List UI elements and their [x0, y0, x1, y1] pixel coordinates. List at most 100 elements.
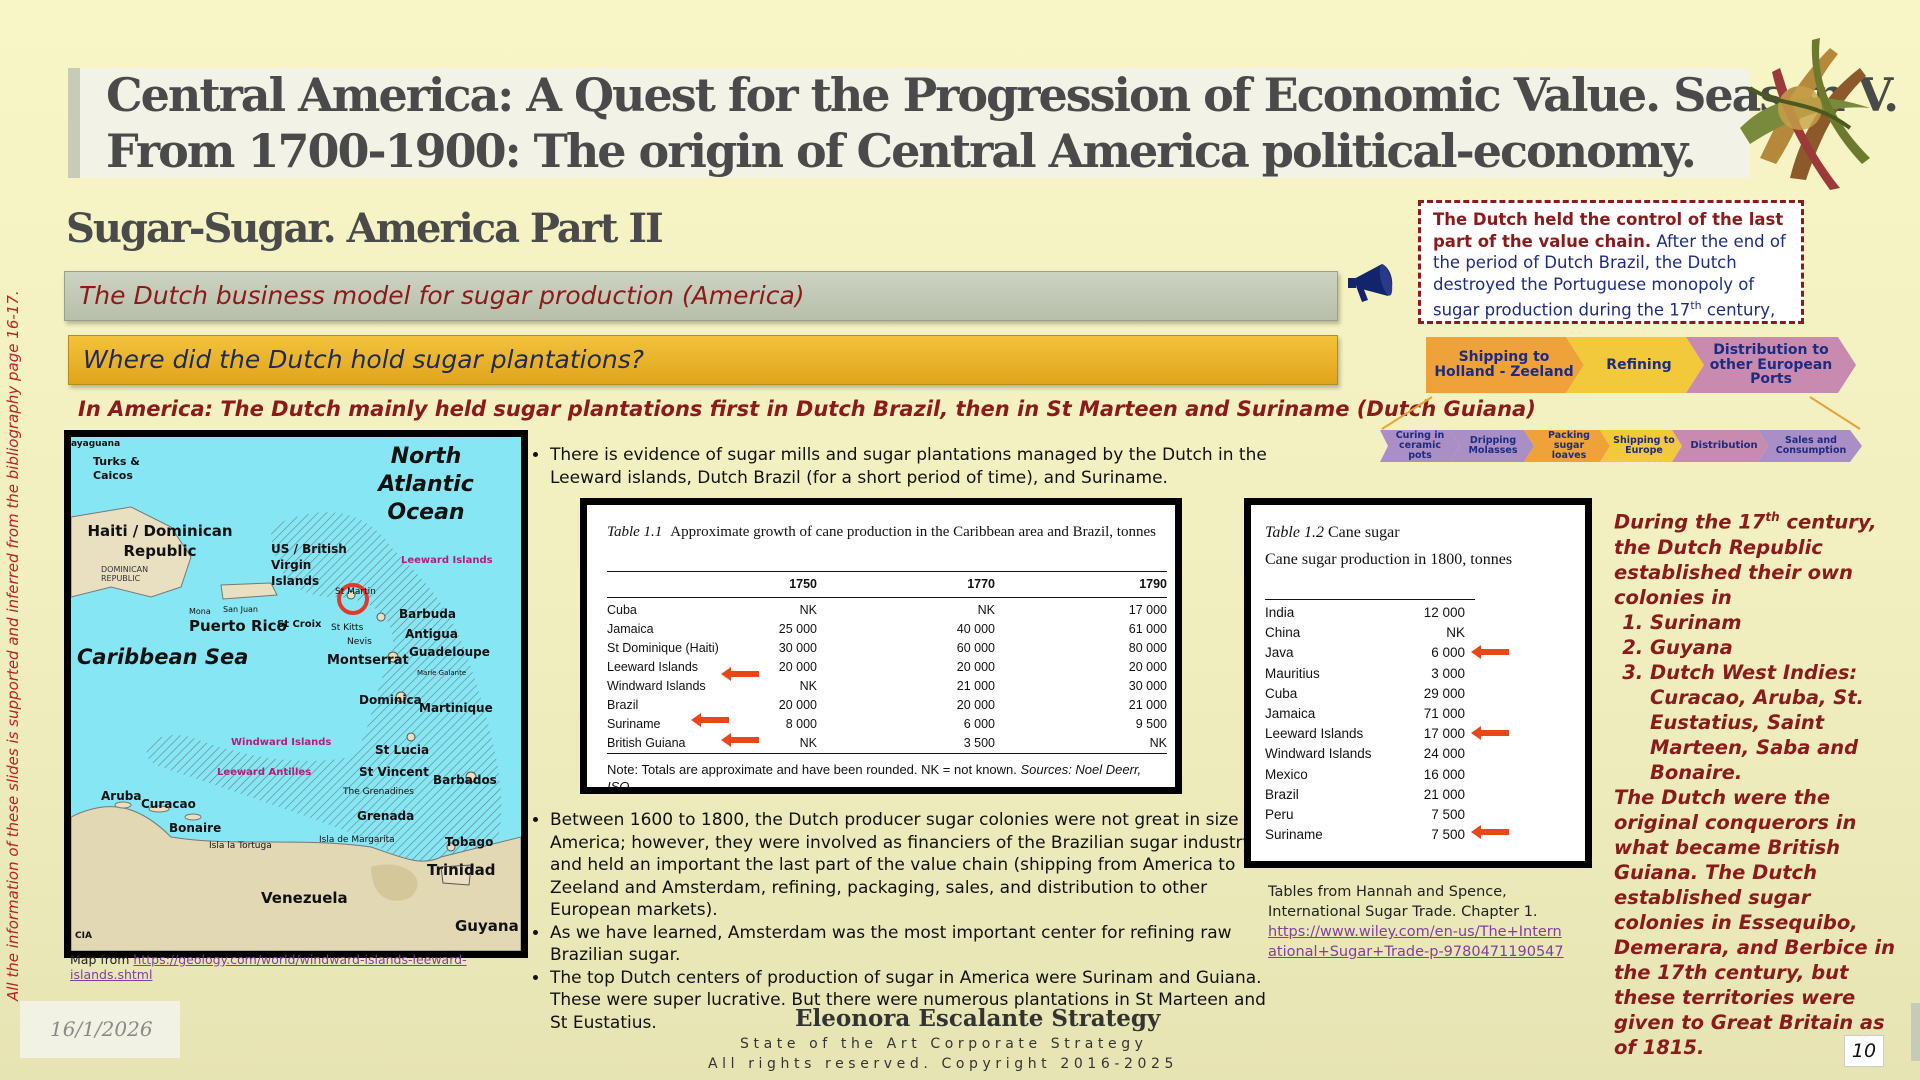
- table1-cell: Suriname: [607, 717, 661, 731]
- table1-note: Note: Totals are approximate and have be…: [607, 761, 1167, 787]
- table1-cell: Cuba: [607, 603, 637, 617]
- table-credit: Tables from Hannah and Spence, Internati…: [1268, 882, 1568, 962]
- bullet-item: The top Dutch centers of production of s…: [550, 967, 1270, 1035]
- table1-cell: Brazil: [607, 698, 639, 712]
- sugar-cane-illustration: [1740, 38, 1870, 190]
- map-label-virgin: US / British Virgin Islands: [271, 542, 347, 588]
- question-band-text: Where did the Dutch hold sugar plantatio…: [83, 345, 645, 374]
- table-cane-growth: Table 1.1 Approximate growth of cane prod…: [580, 498, 1182, 794]
- table1-cell: 21 000: [1128, 698, 1167, 712]
- table1-caption: Table 1.1 Approximate growth of cane prod…: [607, 523, 1167, 542]
- topic-band-text: The Dutch business model for sugar produ…: [79, 281, 805, 310]
- table-credit-text: Tables from Hannah and Spence, Internati…: [1268, 884, 1538, 920]
- table1-caption-text: Approximate growth of cane production in…: [670, 524, 1156, 540]
- brand-name: Eleonora Escalante Strategy: [795, 1005, 1161, 1032]
- table2-row: China NK: [1265, 625, 1465, 645]
- table1-cell: 60 000: [956, 641, 995, 655]
- map-label-guadeloupe: Guadeloupe: [409, 645, 490, 659]
- map-label-marie: Marie Galante: [417, 669, 467, 677]
- slide-date: 16/1/2026: [50, 1017, 153, 1041]
- table1-cell: 8 000: [785, 717, 817, 731]
- table1-cell: 40 000: [956, 622, 995, 636]
- table2-cell: 29 000: [1423, 685, 1465, 701]
- value-chain-steps: Curing in ceramic pots Dripping Molasses…: [1380, 428, 1862, 464]
- table2-row: Mexico 16 000: [1265, 767, 1465, 787]
- caribbean-map: ayaguana Turks & Caicos North Atlantic O…: [64, 430, 528, 958]
- date-box: 16/1/2026: [20, 1001, 180, 1058]
- table2-cell: 6 000: [1431, 645, 1465, 661]
- table2-row: Suriname 7 500: [1265, 827, 1465, 847]
- table1-cell: 20 000: [956, 660, 995, 674]
- table1-cell: 17 000: [1128, 603, 1167, 617]
- map-label-mona: Mona: [189, 607, 211, 616]
- table1-row: Cuba NK NK 17 000: [607, 603, 1167, 622]
- table1-rule-top: [607, 571, 1167, 572]
- map-label-dominica: Dominica: [359, 693, 422, 707]
- table2-cell: Jamaica: [1265, 706, 1316, 721]
- title-band: Central America: A Quest for the Progres…: [68, 68, 1899, 178]
- table2-row: Jamaica 71 000: [1265, 706, 1465, 726]
- table-credit-link[interactable]: https://www.wiley.com/en-us/The+Internat…: [1268, 924, 1564, 960]
- table2-cell: 17 000: [1423, 726, 1465, 742]
- table2-cell: Mauritius: [1265, 665, 1320, 681]
- map-label-curacao: Curacao: [141, 797, 196, 811]
- table1-cell: 30 000: [1128, 679, 1167, 693]
- colonies-list: Surinam Guyana Dutch West Indies: Curaca…: [1614, 610, 1900, 785]
- arrow-left-icon: [1471, 825, 1509, 839]
- map-label-martinique: Martinique: [419, 701, 493, 715]
- table1-cell: 80 000: [1128, 641, 1167, 655]
- colony-item: Guyana: [1650, 635, 1900, 660]
- map-credit: Map from https://geology.com/world/windw…: [70, 952, 510, 982]
- table1-cell: 21 000: [956, 679, 995, 693]
- map-label-montserrat: Montserrat: [327, 653, 409, 668]
- table2-cell: Suriname: [1265, 827, 1323, 843]
- table2-caption-text: Cane sugar production in 1800, tonnes: [1265, 551, 1513, 568]
- brand-tagline: State of the Art Corporate Strategy: [740, 1036, 1148, 1052]
- step-dripping: Dripping Molasses: [1468, 435, 1518, 456]
- table1-header-1750: 1750: [789, 577, 817, 591]
- arrow-left-icon: [691, 713, 729, 727]
- table2-cell: 7 500: [1431, 807, 1465, 822]
- table2-cell: 16 000: [1423, 766, 1465, 782]
- map-credit-link[interactable]: https://geology.com/world/windward-islan…: [70, 952, 467, 982]
- table1-label: Table 1.1: [607, 524, 663, 540]
- map-label-st-kitts: St Kitts: [331, 623, 364, 633]
- table2-caption: Table 1.2 Cane sugar Cane sugar producti…: [1265, 519, 1512, 573]
- table1-cell: 9 500: [1135, 717, 1167, 731]
- table2-row: Peru 7 500: [1265, 807, 1465, 827]
- section-subtitle: Sugar-Sugar. America Part II: [66, 205, 664, 252]
- step-curing: Curing in ceramic pots: [1395, 430, 1445, 461]
- table2-row: Mauritius 3 000: [1265, 666, 1465, 686]
- table1-cell: 6 000: [963, 717, 995, 731]
- map-label-cia: CIA: [75, 931, 92, 941]
- megaphone-icon: [1348, 264, 1393, 302]
- map-label-grenadines: The Grenadines: [343, 787, 414, 797]
- map-label-aruba: Aruba: [101, 789, 142, 803]
- map-label-venezuela: Venezuela: [261, 889, 348, 907]
- callout-text: After the end of the period of Dutch Bra…: [1433, 231, 1786, 320]
- table2-cell: 3 000: [1431, 665, 1465, 681]
- colonies-outro: The Dutch were the original conquerors i…: [1614, 785, 1895, 1059]
- colonies-intro-a: During the 17: [1614, 510, 1766, 534]
- map-label-bonaire: Bonaire: [169, 821, 222, 835]
- callout-sup: th: [1690, 299, 1702, 312]
- table1-cell: 20 000: [778, 660, 817, 674]
- bullet-item: Between 1600 to 1800, the Dutch producer…: [550, 809, 1270, 922]
- table2-row: Brazil 21 000: [1265, 787, 1465, 807]
- table1-cell: NK: [799, 736, 817, 750]
- question-band: Where did the Dutch hold sugar plantatio…: [68, 335, 1338, 385]
- table2-cell: Windward Islands: [1265, 746, 1372, 762]
- map-label-nevis: Nevis: [347, 637, 372, 647]
- table2-row: Windward Islands 24 000: [1265, 746, 1465, 766]
- table2-cell: Leeward Islands: [1265, 726, 1364, 742]
- table1-cell: 3 500: [963, 736, 995, 750]
- table1-rule-bottom: [607, 753, 1167, 754]
- table2-row: Cuba 29 000: [1265, 686, 1465, 706]
- page-number: 10: [1844, 1035, 1884, 1067]
- map-label-windward: Windward Islands: [231, 737, 332, 748]
- table1-cell: Leeward Islands: [607, 660, 699, 674]
- map-label-st-vincent: St Vincent: [359, 765, 429, 779]
- map-label-sea: Caribbean Sea: [77, 645, 249, 669]
- map-label-grenada: Grenada: [357, 809, 415, 823]
- value-chain-main: Shipping to Holland - Zeeland Refining D…: [1426, 333, 1856, 397]
